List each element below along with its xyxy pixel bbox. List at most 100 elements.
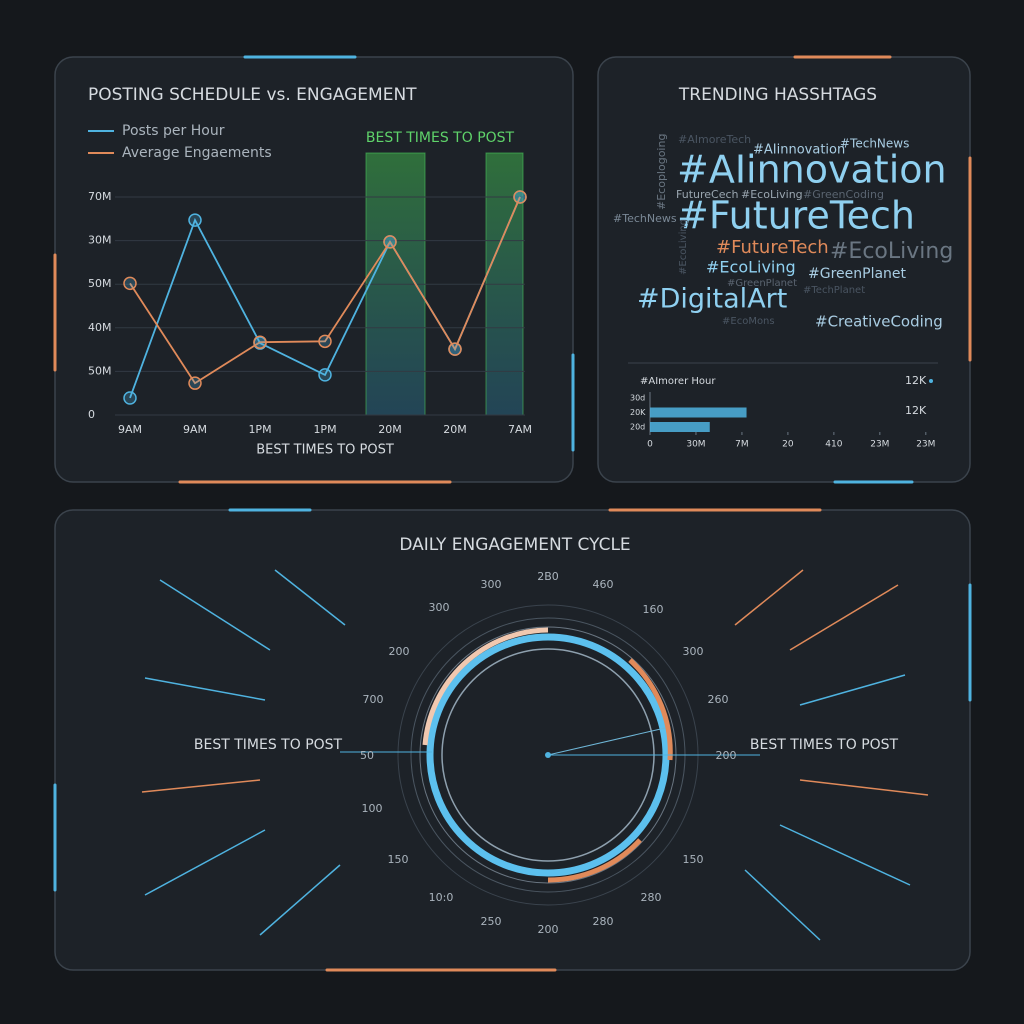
x-tick-label: 9AM [118, 423, 142, 436]
hashtag: #FutureTech [677, 194, 915, 238]
x-tick-label: 0 [647, 440, 653, 450]
x-tick-label: 1PM [248, 423, 271, 436]
dial-label: 150 [388, 853, 409, 866]
ray [274, 569, 346, 626]
dial-label: 700 [363, 693, 384, 706]
dial-label: 260 [708, 693, 729, 706]
ray [799, 779, 929, 796]
rays [141, 569, 929, 941]
legend-label: Average Engaements [122, 145, 272, 161]
data-point [383, 235, 397, 249]
dial-label: 250 [481, 915, 502, 928]
hashtag: #GreenPlanet [808, 266, 907, 282]
dial-label: 2B0 [537, 570, 559, 583]
x-tick-label: 23M [870, 440, 889, 450]
annotation: BEST TIMES TO POST [366, 130, 515, 146]
pointer [547, 727, 666, 756]
hashtag: #TechNews [613, 212, 677, 225]
hashtag: FutureCech [676, 188, 739, 201]
hashtag: #TechNews [840, 137, 909, 151]
header-value: 12K [905, 374, 927, 387]
dial-label: 300 [429, 601, 450, 614]
ray [779, 824, 911, 886]
panel-title: DAILY ENGAGEMENT CYCLE [399, 535, 630, 555]
side-label: BEST TIMES TO POST [194, 737, 343, 753]
data-point [188, 376, 202, 390]
data-point [123, 391, 137, 405]
hashtag: #CreativeCoding [815, 313, 943, 331]
series-line [129, 196, 521, 385]
y-tick-label: 20d [630, 423, 645, 432]
ray [259, 864, 341, 936]
ray [799, 674, 906, 706]
hashtag: #EcoLiving [741, 188, 803, 201]
data-point [123, 276, 137, 291]
hashtag: #EcoLiving [706, 258, 796, 277]
dial-label: 160 [643, 603, 664, 616]
dial-label: 200 [389, 645, 410, 658]
hub [545, 752, 551, 758]
data-point [188, 213, 202, 227]
hashtag: #EcoLiving [678, 219, 689, 275]
dial-label: 300 [683, 645, 704, 658]
dial-label: 10:0 [429, 891, 454, 904]
hashtag: #AImoreTech [678, 133, 751, 146]
x-tick-label: 20M [443, 423, 467, 436]
bar [650, 422, 710, 432]
x-axis-label: BEST TIMES TO POST [256, 443, 394, 458]
dial-label: 280 [641, 891, 662, 904]
hashtag: #GreenPlanet [727, 278, 797, 289]
y-tick-label: 0 [88, 408, 95, 421]
hashtag: #EcoMons [722, 316, 775, 327]
hashtag: #AIinnovation [677, 148, 947, 192]
x-tick-label: 30M [686, 440, 705, 450]
y-tick-label: 50M [88, 364, 112, 377]
hashtag: #DigitalArt [637, 284, 787, 315]
data-point [318, 368, 332, 382]
y-tick-label: 70M [88, 190, 112, 203]
y-tick-label: 50M [88, 277, 112, 290]
ray [144, 829, 266, 896]
hashtag: #Ecoplogoing [655, 134, 668, 210]
ray [144, 677, 266, 701]
ray [734, 569, 804, 626]
dot [929, 379, 933, 383]
hashtag: #TechPlanet [803, 285, 865, 296]
data-point [513, 190, 527, 204]
y-tick-label: 30M [88, 234, 112, 247]
ray [744, 869, 821, 941]
arc [628, 658, 673, 761]
hashtag: #FutureTech [716, 237, 829, 258]
dial-label: 100 [362, 802, 383, 815]
y-tick-label: 40M [88, 321, 112, 334]
arc [547, 838, 642, 883]
y-tick-label: 20K [630, 408, 646, 417]
data-point [318, 334, 332, 349]
panel-title: TRENDING HASSHTAGS [678, 85, 877, 105]
hashtag: #EcoLiving [830, 239, 953, 264]
ray [159, 579, 271, 651]
side-label: BEST TIMES TO POST [750, 737, 899, 753]
x-tick-label: 20 [782, 440, 794, 450]
ray [789, 584, 899, 651]
y-tick-label: 30d [630, 394, 645, 403]
x-tick-label: 410 [825, 440, 842, 450]
dial-label: 460 [593, 578, 614, 591]
chart-title: POSTING SCHEDULE vs. ENGAGEMENT [88, 85, 417, 105]
x-tick-label: 1PM [313, 423, 336, 436]
annotation: 12K [905, 404, 927, 417]
hashtag: #AIinnovation [753, 143, 845, 158]
gauge [340, 604, 760, 906]
x-tick-label: 7M [735, 440, 749, 450]
ray [141, 779, 261, 793]
dial-label: 300 [481, 578, 502, 591]
dial-label: 150 [683, 853, 704, 866]
data-point [253, 335, 267, 349]
dial-label: 280 [593, 915, 614, 928]
bar [650, 407, 747, 418]
data-point [448, 342, 462, 356]
arc [422, 627, 549, 746]
dial-label: 50 [360, 749, 374, 762]
